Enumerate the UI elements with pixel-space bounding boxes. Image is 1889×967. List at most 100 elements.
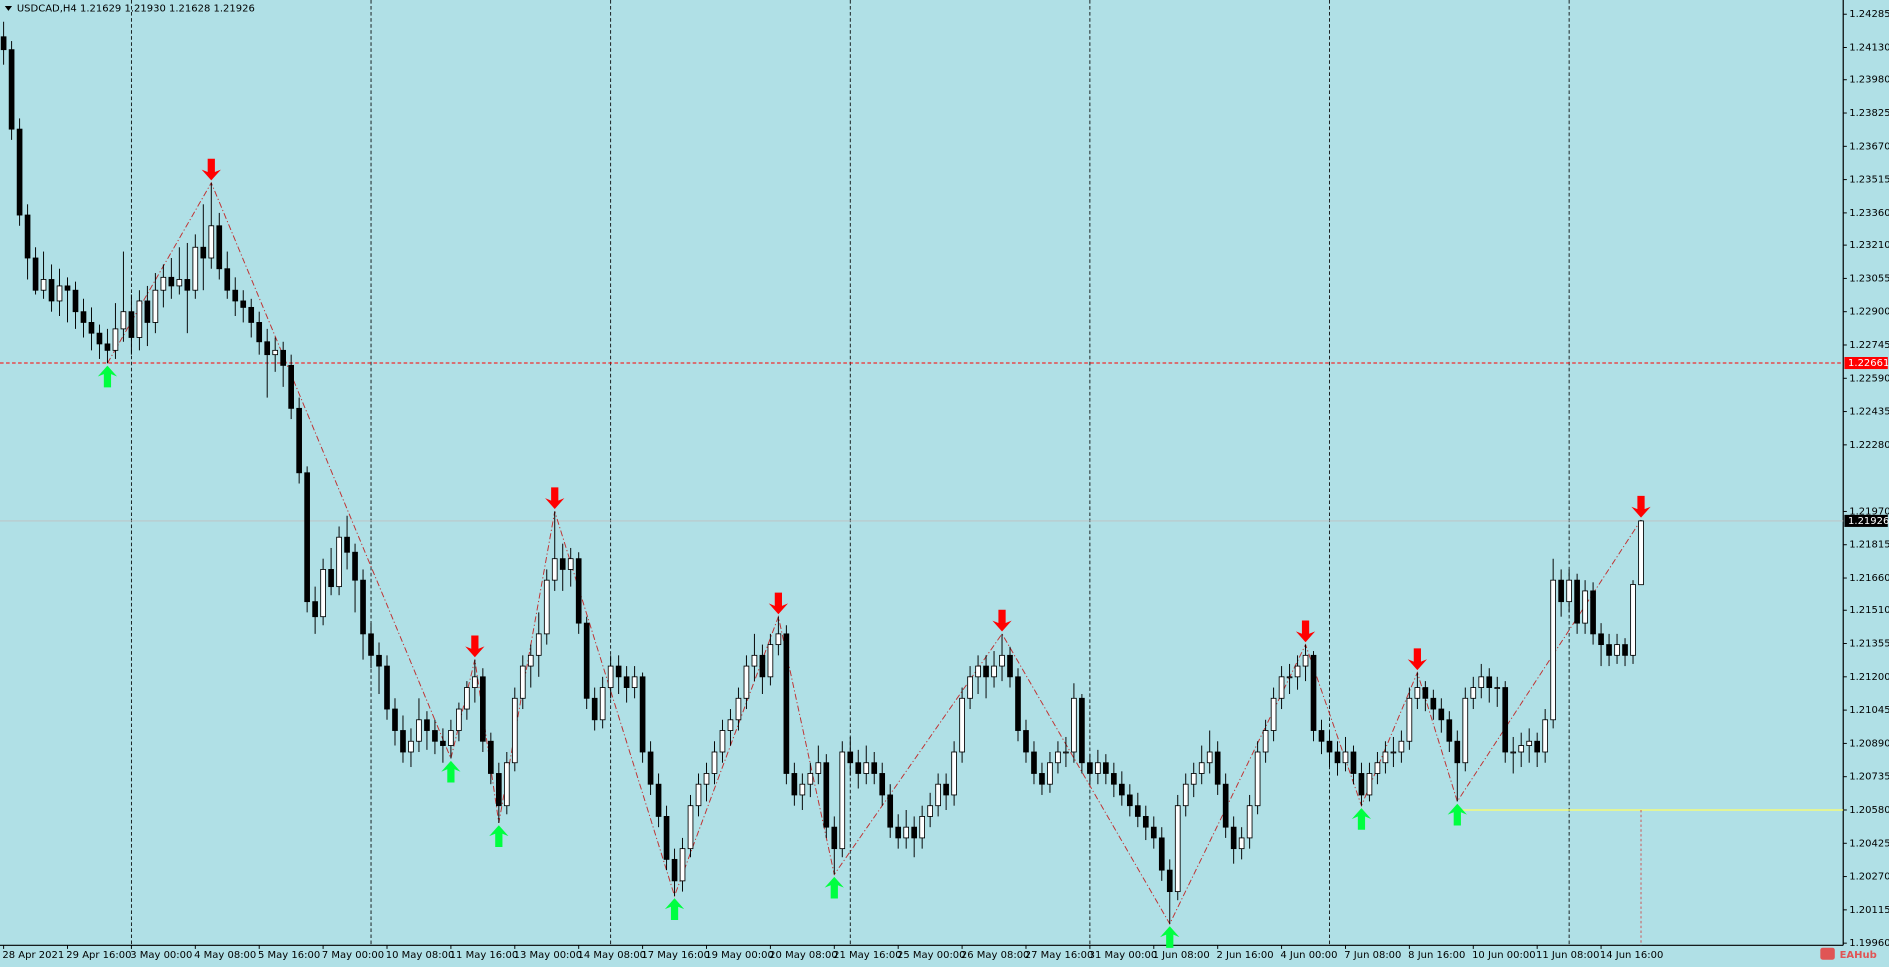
y-tick-label: 1.19960: [1849, 938, 1889, 949]
x-tick-label: 14 Jun 16:00: [1600, 950, 1664, 961]
y-tick-label: 1.22435: [1849, 407, 1889, 418]
candle-body: [328, 569, 334, 588]
y-tick-label: 1.23980: [1849, 75, 1889, 86]
y-tick-label: 1.21660: [1849, 573, 1889, 584]
candle-body: [647, 751, 654, 785]
candle-body: [1142, 816, 1149, 828]
candle-body: [392, 708, 398, 731]
candle-body: [1111, 773, 1117, 785]
candle-body: [519, 665, 526, 699]
candle-body: [1406, 697, 1413, 742]
candle-body: [1158, 837, 1165, 871]
y-tick-label: 1.23825: [1849, 108, 1889, 119]
candle-body: [1206, 751, 1213, 764]
x-tick-label: 1 Jun 08:00: [1153, 950, 1210, 961]
buy-arrow: [1160, 926, 1180, 948]
sell-arrow: [768, 592, 789, 615]
candle-body: [639, 676, 646, 753]
sell-arrow: [465, 635, 485, 658]
candle-body: [807, 773, 814, 785]
candle-body: [1302, 654, 1309, 667]
candle-body: [711, 751, 718, 774]
y-tick-label: 1.23360: [1849, 208, 1889, 219]
buy-arrow: [824, 876, 844, 899]
x-tick-label: 13 May 00:00: [514, 950, 583, 961]
candle-body: [759, 654, 766, 678]
candle-body: [1190, 773, 1197, 785]
candle-body: [224, 268, 231, 291]
chart-title: USDCAD,H4 1.21629 1.21930 1.21628 1.2192…: [17, 3, 255, 14]
x-tick-label: 8 Jun 16:00: [1408, 950, 1465, 961]
candle-body: [280, 349, 287, 366]
candle-body: [655, 783, 662, 817]
candle-body: [1598, 633, 1604, 646]
candle-body: [384, 665, 390, 710]
candle-body: [871, 762, 878, 774]
candle-body: [687, 805, 694, 850]
candle-body: [1318, 730, 1325, 742]
candle-body: [591, 697, 598, 721]
candle-body: [935, 783, 941, 807]
candle-body: [1031, 751, 1037, 774]
candle-body: [1486, 676, 1493, 688]
candle-body: [1534, 740, 1541, 753]
candle-body: [1214, 751, 1221, 785]
candle-body: [599, 687, 606, 721]
candle-body: [951, 751, 957, 796]
candle-body: [1047, 762, 1053, 785]
y-tick-label: 1.21045: [1849, 705, 1889, 716]
candle-body: [799, 783, 806, 796]
candle-body: [432, 730, 438, 742]
candle-body: [919, 816, 925, 839]
buy-arrow: [97, 365, 118, 388]
x-tick-label: 26 May 08:00: [961, 950, 1030, 961]
candle-body: [887, 794, 894, 828]
candle-body: [1254, 751, 1261, 807]
candle-body: [200, 246, 207, 259]
candle-body: [176, 279, 183, 287]
candle-body: [575, 558, 582, 624]
candle-body: [1470, 687, 1477, 699]
candle-body: [959, 697, 965, 753]
candle-body: [1366, 773, 1373, 796]
candle-body: [1278, 676, 1285, 699]
candle-body: [360, 579, 366, 635]
candle-body: [1478, 676, 1485, 688]
candle-body: [1358, 773, 1365, 796]
sell-arrow: [201, 158, 221, 181]
candle-body: [751, 654, 758, 667]
bid-label: 1.21926: [1848, 516, 1889, 527]
y-tick-label: 1.20580: [1849, 805, 1889, 816]
candle-body: [1238, 837, 1245, 850]
candle-body: [791, 773, 798, 796]
y-tick-label: 1.20735: [1849, 772, 1889, 783]
candle-body: [543, 579, 550, 635]
candle-body: [1558, 579, 1564, 603]
candle-body: [1438, 708, 1445, 721]
candle-body: [320, 569, 326, 618]
y-tick-label: 1.23670: [1849, 141, 1889, 152]
y-tick-label: 1.20425: [1849, 838, 1889, 849]
candle-body: [240, 300, 247, 308]
candle-body: [1071, 697, 1077, 753]
watermark-icon: [1820, 947, 1835, 960]
candle-body: [1582, 590, 1588, 624]
candle-body: [0, 36, 7, 51]
candle-body: [376, 654, 382, 667]
x-tick-label: 25 May 00:00: [897, 950, 966, 961]
candle-body: [416, 719, 422, 742]
candle-body: [855, 762, 862, 774]
candle-body: [1574, 579, 1580, 624]
x-tick-label: 4 Jun 00:00: [1280, 950, 1337, 961]
candle-body: [1542, 719, 1548, 753]
candle-body: [1622, 644, 1628, 656]
candle-body: [408, 740, 414, 753]
candle-body: [975, 665, 981, 678]
watermark: EAHub: [1840, 950, 1877, 961]
candle-body: [615, 665, 622, 678]
candle-body: [895, 826, 902, 839]
candle-body: [1430, 697, 1437, 710]
candle-body: [1039, 773, 1045, 785]
bid-tag: [1844, 514, 1888, 527]
